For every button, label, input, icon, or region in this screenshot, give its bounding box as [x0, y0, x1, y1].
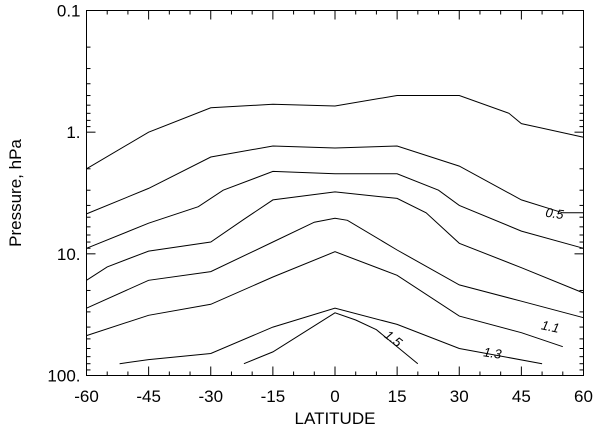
contour-line-1 — [86, 95, 584, 170]
contour-line-2 — [86, 145, 584, 215]
y-tick-label: 1. — [66, 123, 80, 142]
contour-line-4 — [86, 191, 584, 294]
contour-line-8 — [243, 312, 419, 365]
y-axis-title: Pressure, hPa — [6, 139, 25, 247]
y-tick-label: 100. — [47, 367, 80, 386]
x-tick-label: -60 — [74, 387, 99, 406]
x-tick-label: 0 — [330, 387, 339, 406]
contour-label: 1.1 — [540, 317, 561, 335]
x-tick-label: -45 — [136, 387, 161, 406]
y-tick-label: 0.1 — [57, 2, 81, 21]
axis-ticks — [86, 10, 584, 376]
contour-label: 0.5 — [545, 205, 566, 222]
x-tick-label: -30 — [198, 387, 223, 406]
contour-lines — [86, 95, 584, 365]
contour-line-3 — [86, 170, 584, 249]
contour-line-7 — [119, 307, 543, 365]
contour-label: 1.5 — [382, 327, 406, 350]
x-tick-label: 60 — [574, 387, 593, 406]
x-tick-label: -15 — [261, 387, 286, 406]
contour-line-6 — [86, 251, 563, 348]
x-tick-label: 30 — [450, 387, 469, 406]
contour-label: 1.3 — [482, 344, 503, 361]
x-tick-label: 45 — [512, 387, 531, 406]
x-axis-title: LATITUDE — [295, 409, 376, 428]
tick-labels: -60 -45 -30 -15 0 15 30 45 60 0.1 1. 10. 100. — [47, 2, 593, 407]
y-tick-label: 10. — [57, 245, 81, 264]
x-tick-label: 15 — [388, 387, 407, 406]
contour-line-5 — [86, 217, 584, 319]
